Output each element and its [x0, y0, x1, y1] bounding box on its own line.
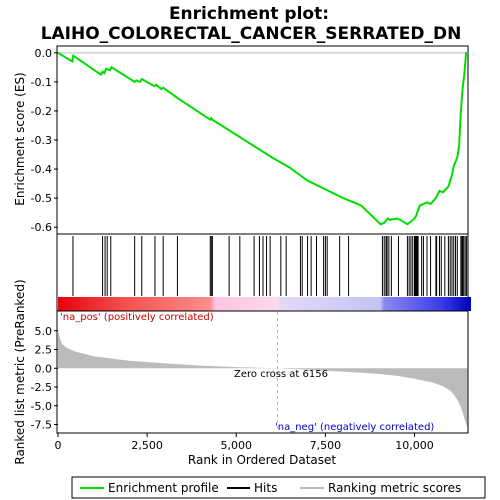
x-axis-label: Rank in Ordered Dataset — [188, 453, 336, 467]
metric-y-axis-label: Ranked list metric (PreRanked) — [13, 279, 27, 464]
metric-panel: 5.0 2.5 0.0 -2.5 -5.0 -7.5 'na_pos' (positive… — [13, 279, 469, 465]
legend: Enrichment profile Hits Ranking metric s… — [71, 476, 486, 499]
es-axis-ticks: 0.0 -0.1 -0.2 -0.3 -0.4 -0.5 -0.6 — [31, 47, 58, 234]
es-panel-frame — [56, 45, 469, 235]
metric-tick-label: -7.5 — [31, 419, 52, 432]
metric-panel-frame — [56, 310, 469, 434]
metric-tick-label: -5.0 — [31, 400, 52, 413]
metric-tick-label: 2.5 — [35, 344, 53, 357]
legend-metric-label: Ranking metric scores — [328, 481, 461, 495]
metric-tick-label: 5.0 — [35, 325, 53, 338]
es-tick-label: -0.6 — [31, 221, 52, 234]
metric-tick-label: 0.0 — [35, 362, 53, 375]
es-tick-label: -0.1 — [31, 76, 52, 89]
es-tick-label: -0.4 — [31, 163, 52, 176]
legend-enrichment-label: Enrichment profile — [108, 481, 219, 495]
es-tick-label: -0.2 — [31, 105, 52, 118]
metric-tick-label: -2.5 — [31, 381, 52, 394]
x-tick-label: 7,500 — [310, 439, 342, 452]
es-panel: 0.0 -0.1 -0.2 -0.3 -0.4 -0.5 -0.6 Enrichment s… — [13, 45, 469, 235]
hit-marks — [72, 236, 468, 296]
es-tick-label: -0.5 — [31, 192, 52, 205]
zero-cross-label: Zero cross at 6156 — [234, 369, 328, 380]
es-tick-label: 0.0 — [35, 47, 53, 60]
x-axis-ticks: 0 2,500 5,000 7,500 10,000 — [55, 433, 434, 452]
x-tick-label: 2,500 — [131, 439, 163, 452]
metric-axis-ticks: 5.0 2.5 0.0 -2.5 -5.0 -7.5 — [31, 325, 58, 432]
es-tick-label: -0.3 — [31, 134, 52, 147]
es-profile-line — [57, 51, 468, 226]
hits-panel — [56, 233, 471, 312]
positive-correlation-label: 'na_pos' (positively correlated) — [60, 312, 214, 323]
chart-title-line2: LAIHO_COLORECTAL_CANCER_SERRATED_DN — [41, 24, 462, 44]
rank-color-bar — [58, 297, 471, 311]
es-y-axis-label: Enrichment score (ES) — [13, 72, 27, 205]
x-tick-label: 10,000 — [395, 439, 434, 452]
legend-box — [71, 476, 486, 499]
chart-title-line1: Enrichment plot: — [169, 4, 329, 24]
x-tick-label: 0 — [55, 439, 62, 452]
x-tick-label: 5,000 — [221, 439, 253, 452]
negative-correlation-label: 'na_neg' (negatively correlated) — [275, 422, 434, 433]
legend-hits-label: Hits — [254, 481, 277, 495]
